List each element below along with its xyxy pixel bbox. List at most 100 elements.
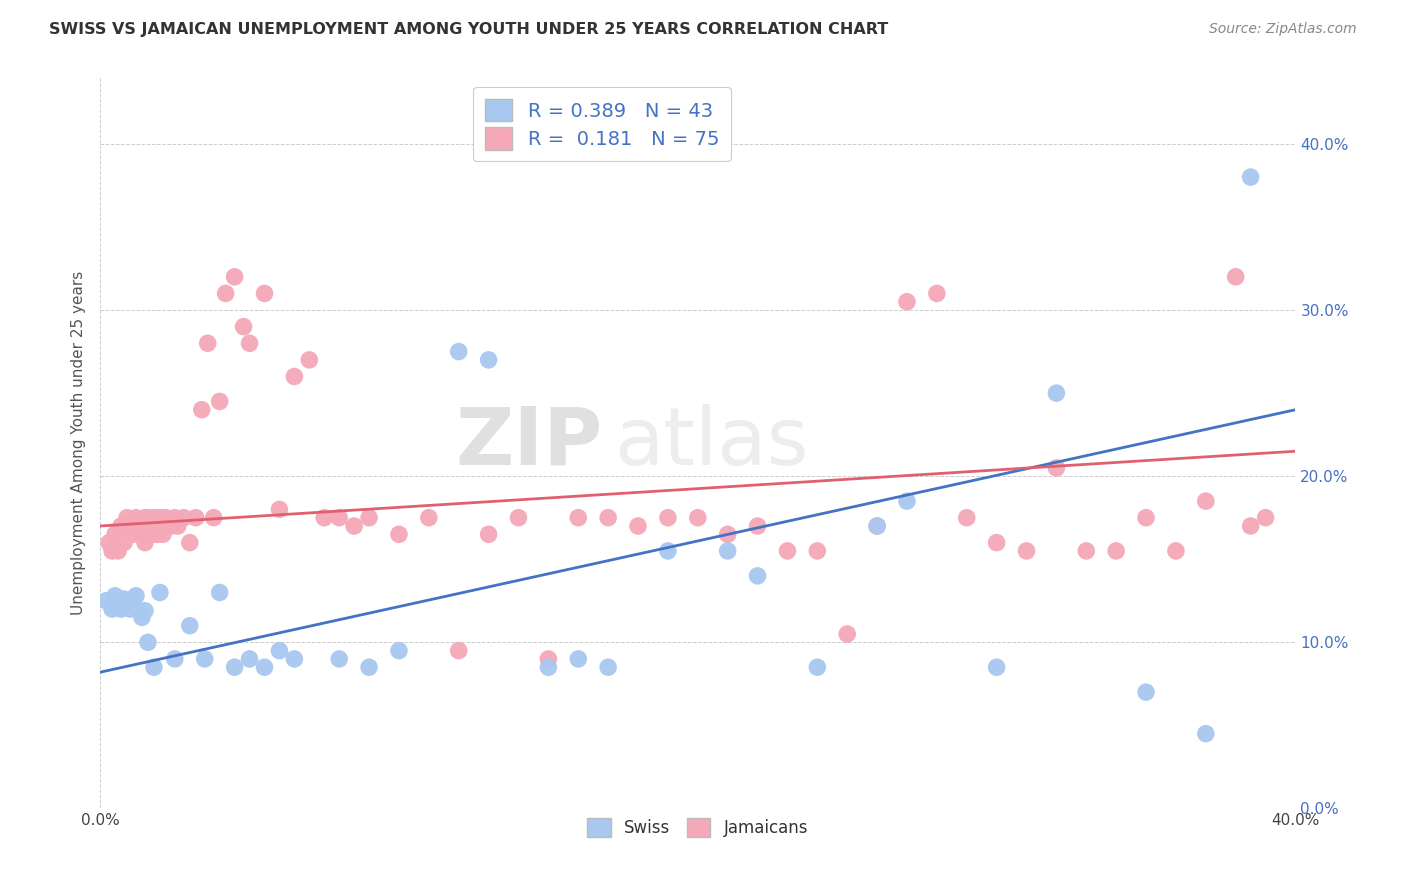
Point: [157, 519, 180, 533]
Point: [508, 510, 530, 524]
Point: [134, 604, 156, 618]
Point: [118, 519, 141, 533]
Point: [314, 510, 336, 524]
Point: [598, 510, 620, 524]
Point: [537, 660, 560, 674]
Point: [232, 319, 254, 334]
Point: [328, 510, 350, 524]
Point: [657, 544, 679, 558]
Point: [359, 660, 381, 674]
Point: [269, 643, 291, 657]
Point: [418, 510, 440, 524]
Point: [717, 527, 740, 541]
Point: [149, 585, 172, 599]
Point: [173, 510, 195, 524]
Point: [776, 544, 799, 558]
Point: [131, 610, 153, 624]
Point: [747, 569, 769, 583]
Point: [1045, 461, 1067, 475]
Point: [1254, 510, 1277, 524]
Point: [253, 660, 276, 674]
Point: [253, 286, 276, 301]
Point: [298, 352, 321, 367]
Point: [925, 286, 948, 301]
Point: [136, 510, 159, 524]
Point: [1195, 494, 1218, 508]
Point: [139, 527, 162, 541]
Point: [194, 652, 217, 666]
Point: [104, 589, 127, 603]
Point: [343, 519, 366, 533]
Point: [686, 510, 709, 524]
Text: ZIP: ZIP: [456, 404, 602, 482]
Point: [94, 594, 117, 608]
Point: [1239, 170, 1261, 185]
Point: [866, 519, 889, 533]
Point: [166, 519, 188, 533]
Text: Source: ZipAtlas.com: Source: ZipAtlas.com: [1209, 22, 1357, 37]
Point: [160, 519, 183, 533]
Point: [214, 286, 236, 301]
Point: [155, 510, 177, 524]
Point: [112, 592, 135, 607]
Point: [1015, 544, 1038, 558]
Point: [202, 510, 225, 524]
Point: [328, 652, 350, 666]
Point: [101, 602, 124, 616]
Point: [1239, 519, 1261, 533]
Point: [115, 595, 138, 609]
Point: [717, 544, 740, 558]
Point: [657, 510, 679, 524]
Point: [627, 519, 650, 533]
Point: [122, 527, 145, 541]
Point: [238, 336, 260, 351]
Point: [122, 592, 145, 607]
Point: [806, 544, 828, 558]
Point: [866, 519, 889, 533]
Point: [447, 344, 470, 359]
Point: [238, 652, 260, 666]
Point: [125, 589, 148, 603]
Point: [567, 510, 589, 524]
Point: [112, 535, 135, 549]
Point: [1135, 510, 1157, 524]
Point: [110, 519, 132, 533]
Point: [1135, 685, 1157, 699]
Point: [107, 599, 129, 613]
Point: [142, 510, 165, 524]
Point: [283, 369, 305, 384]
Point: [197, 336, 219, 351]
Point: [747, 519, 769, 533]
Point: [107, 544, 129, 558]
Point: [956, 510, 979, 524]
Point: [1076, 544, 1098, 558]
Point: [179, 618, 201, 632]
Point: [142, 660, 165, 674]
Point: [125, 510, 148, 524]
Point: [806, 660, 828, 674]
Point: [134, 535, 156, 549]
Text: SWISS VS JAMAICAN UNEMPLOYMENT AMONG YOUTH UNDER 25 YEARS CORRELATION CHART: SWISS VS JAMAICAN UNEMPLOYMENT AMONG YOU…: [49, 22, 889, 37]
Point: [1164, 544, 1187, 558]
Point: [598, 660, 620, 674]
Point: [447, 643, 470, 657]
Y-axis label: Unemployment Among Youth under 25 years: Unemployment Among Youth under 25 years: [72, 271, 86, 615]
Point: [208, 394, 231, 409]
Point: [896, 294, 918, 309]
Point: [269, 502, 291, 516]
Point: [134, 510, 156, 524]
Point: [896, 494, 918, 508]
Point: [115, 510, 138, 524]
Point: [359, 510, 381, 524]
Point: [537, 652, 560, 666]
Point: [986, 660, 1008, 674]
Point: [224, 660, 246, 674]
Point: [1045, 386, 1067, 401]
Point: [478, 352, 501, 367]
Point: [388, 527, 411, 541]
Point: [149, 510, 172, 524]
Point: [283, 652, 305, 666]
Point: [118, 602, 141, 616]
Point: [179, 535, 201, 549]
Point: [163, 652, 186, 666]
